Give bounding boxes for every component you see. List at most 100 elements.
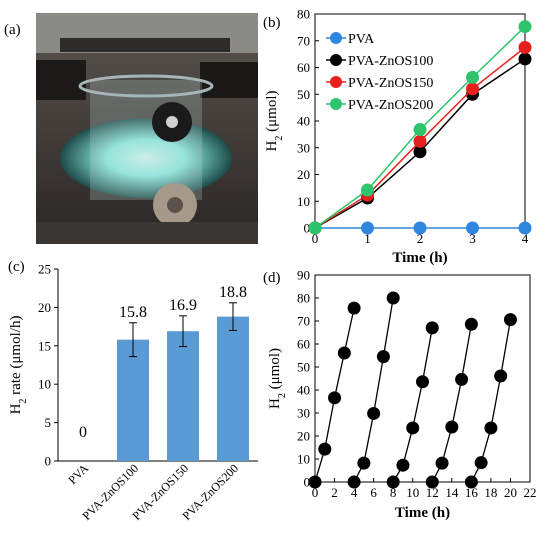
y-tick-label: 50 (297, 360, 310, 375)
panel-label-c: (c) (8, 259, 25, 275)
x-axis-title: Time (h) (392, 250, 447, 266)
data-label: 18.8 (219, 284, 247, 301)
y-tick-label: 10 (38, 377, 51, 392)
data-point-cycle-1 (318, 442, 332, 456)
x-tick-label: 6 (370, 485, 377, 500)
x-tick-label: 16 (465, 485, 479, 500)
x-tick-label: 2 (331, 485, 338, 500)
legend-marker (330, 98, 342, 110)
y-tick-label: 10 (297, 452, 310, 467)
y-tick-label: 80 (297, 7, 310, 22)
x-tick-label: 18 (484, 485, 497, 500)
y-tick-label: 40 (297, 114, 310, 129)
photo-panel: (a) (4, 13, 258, 244)
legend-marker (330, 76, 342, 88)
legend-label: PVA-ZnOS100 (348, 54, 433, 69)
y-tick-label: 20 (297, 429, 310, 444)
y-axis-title: H2 (μmol) (264, 91, 285, 152)
y-tick-label: 0 (304, 221, 311, 236)
y-tick-label: 90 (297, 268, 310, 283)
data-point-cycle-2 (376, 350, 390, 364)
chart-b-cumulative-h2: 0 10 20 30 40 50 60 70 80 0 1 2 3 4 Time (h) H2 (μmol) P… (264, 7, 532, 266)
bar-PVA-ZnOS100 (117, 339, 149, 461)
data-point-cycle-5 (494, 369, 508, 383)
data-point-PVA-ZnOS100 (518, 52, 532, 66)
data-point-PVA-ZnOS150 (466, 82, 479, 96)
data-point-cycle-1 (347, 301, 361, 315)
x-tick-label: 20 (504, 485, 517, 500)
cycle-line-3 (392, 327, 433, 483)
x-tick-label: 12 (426, 485, 439, 500)
data-label: 15.8 (119, 304, 147, 321)
y-tick-label: 20 (38, 300, 51, 315)
panel-label-d: (d) (263, 270, 281, 286)
y-tick-label: 70 (297, 314, 310, 329)
y-tick-label: 80 (297, 291, 310, 306)
legend-label: PVA-ZnOS200 (348, 98, 433, 113)
x-tick-label: 22 (524, 485, 537, 500)
data-point-PVA-ZnOS200 (413, 123, 427, 137)
y-tick-label: 60 (297, 60, 310, 75)
y-tick-label: 0 (304, 475, 311, 490)
y-tick-label: 60 (297, 337, 310, 352)
reactor-photo (36, 13, 258, 244)
x-tick-label: 8 (390, 485, 397, 500)
y-tick-label: 15 (38, 338, 51, 353)
bar-PVA-ZnOS150 (167, 331, 199, 461)
x-tick-label: 4 (522, 231, 529, 246)
x-tick-label: 14 (445, 485, 459, 500)
y-tick-label: 50 (297, 87, 310, 102)
y-tick-label: 30 (297, 140, 310, 155)
data-point-cycle-5 (484, 421, 498, 435)
y-axis-title: H2 rate (μmol/h) (8, 316, 29, 415)
data-point-cycle-4 (455, 372, 469, 386)
data-point-cycle-1 (337, 346, 351, 360)
bar-PVA-ZnOS200 (217, 316, 249, 461)
data-point-cycle-2 (357, 456, 371, 470)
y-tick-label: 25 (38, 262, 51, 277)
data-point-cycle-4 (435, 456, 449, 470)
data-point-PVA (518, 221, 532, 235)
data-point-PVA-ZnOS100 (413, 145, 427, 159)
data-point-cycle-2 (386, 291, 400, 305)
data-point-cycle-5 (464, 475, 478, 489)
x-tick-label: 2 (417, 231, 424, 246)
y-axis-title: H2 (μmol) (267, 348, 288, 409)
legend-label: PVA-ZnOS150 (348, 76, 433, 91)
data-point-PVA (466, 221, 479, 235)
panel-label-b: (b) (263, 15, 281, 31)
y-tick-label: 0 (45, 454, 52, 469)
data-point-cycle-3 (396, 458, 410, 472)
data-point-PVA-ZnOS150 (413, 134, 427, 148)
data-point-PVA-ZnOS200 (361, 183, 374, 197)
legend-marker (330, 32, 342, 44)
data-point-cycle-3 (425, 321, 439, 335)
cycle-line-2 (353, 297, 394, 483)
y-tick-label: 40 (297, 383, 310, 398)
data-point-PVA-ZnOS200 (518, 20, 532, 34)
data-point-cycle-3 (406, 421, 420, 435)
data-label: 0 (79, 424, 87, 441)
data-point-cycle-2 (367, 406, 381, 420)
x-tick-label: 3 (469, 231, 476, 246)
y-tick-label: 70 (297, 33, 310, 48)
x-tick-label: 4 (351, 485, 358, 500)
legend-label: PVA (348, 32, 375, 47)
legend-marker (330, 54, 342, 66)
x-axis-title: Time (h) (395, 505, 450, 521)
data-point-cycle-2 (347, 475, 361, 489)
x-tick-label: PVA (65, 461, 91, 487)
x-tick-label: 0 (312, 231, 319, 246)
data-label: 16.9 (169, 297, 197, 314)
data-point-PVA-ZnOS150 (518, 40, 532, 54)
data-point-PVA-ZnOS200 (466, 70, 479, 84)
plot-frame (314, 13, 526, 229)
data-point-cycle-5 (474, 456, 488, 470)
y-tick-label: 10 (297, 194, 310, 209)
y-tick-label: 20 (297, 167, 310, 182)
panel-label-a: (a) (4, 22, 21, 38)
data-point-cycle-5 (503, 313, 517, 327)
